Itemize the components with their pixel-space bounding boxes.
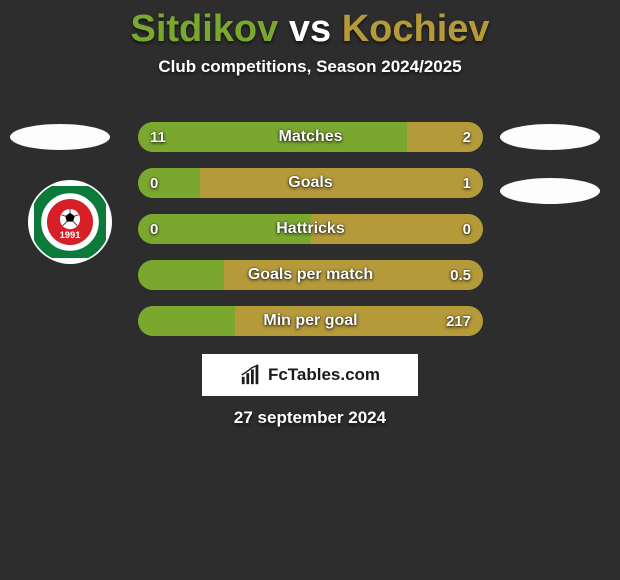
bar-label: Goals per match [138, 260, 483, 290]
bar-label: Matches [138, 122, 483, 152]
credit-badge: FcTables.com [202, 354, 418, 396]
bar-label: Min per goal [138, 306, 483, 336]
comparison-bars: 112Matches 01Goals 00Hattricks 0.5Goals per… [138, 122, 483, 352]
player2-name: Kochiev [342, 8, 490, 50]
bar-label: Goals [138, 168, 483, 198]
player-badge-right [500, 124, 600, 150]
club-crest-icon: НЕФТЕХИМИК 1991 [34, 186, 106, 258]
bar-row: 01Goals [138, 168, 483, 198]
subtitle: Club competitions, Season 2024/2025 [0, 57, 620, 77]
bar-row: 112Matches [138, 122, 483, 152]
bar-row: 217Min per goal [138, 306, 483, 336]
club-badge: НЕФТЕХИМИК 1991 [28, 180, 112, 264]
player-badge-left [10, 124, 110, 150]
bar-row: 0.5Goals per match [138, 260, 483, 290]
chart-icon [240, 364, 262, 386]
date-text: 27 september 2024 [0, 408, 620, 428]
vs-text: vs [289, 8, 331, 50]
bar-row: 00Hattricks [138, 214, 483, 244]
credit-text: FcTables.com [268, 365, 380, 385]
player1-name: Sitdikov [130, 8, 278, 50]
svg-text:1991: 1991 [60, 230, 81, 240]
page-title: Sitdikov vs Kochiev [0, 0, 620, 51]
bar-label: Hattricks [138, 214, 483, 244]
player-badge-right [500, 178, 600, 204]
